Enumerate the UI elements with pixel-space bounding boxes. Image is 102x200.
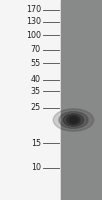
Ellipse shape	[59, 112, 88, 128]
Ellipse shape	[69, 117, 77, 123]
Text: 40: 40	[31, 75, 41, 84]
Text: 170: 170	[26, 5, 41, 15]
Text: 35: 35	[31, 86, 41, 96]
Text: 100: 100	[26, 30, 41, 40]
Bar	[0, 0, 61, 200]
Text: 10: 10	[31, 164, 41, 172]
Ellipse shape	[63, 114, 84, 126]
Ellipse shape	[67, 115, 80, 125]
Text: 55: 55	[31, 58, 41, 68]
Text: 70: 70	[31, 46, 41, 54]
Text: 130: 130	[26, 18, 41, 26]
Text: 25: 25	[31, 104, 41, 112]
Text: 15: 15	[31, 138, 41, 148]
Ellipse shape	[53, 109, 94, 131]
